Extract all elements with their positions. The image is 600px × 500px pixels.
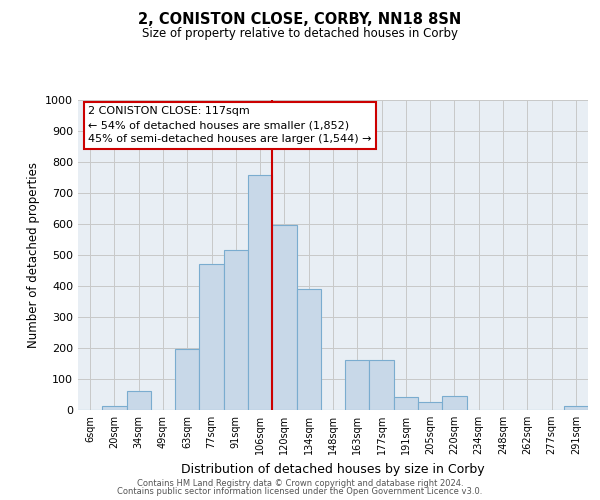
- Bar: [418, 402, 442, 410]
- Bar: [248, 176, 272, 410]
- Text: Contains public sector information licensed under the Open Government Licence v3: Contains public sector information licen…: [118, 487, 482, 496]
- Bar: [199, 264, 224, 410]
- Bar: [345, 360, 370, 410]
- Bar: [102, 406, 127, 410]
- Text: 2, CONISTON CLOSE, CORBY, NN18 8SN: 2, CONISTON CLOSE, CORBY, NN18 8SN: [139, 12, 461, 28]
- Bar: [370, 360, 394, 410]
- Bar: [127, 391, 151, 410]
- Text: 2 CONISTON CLOSE: 117sqm
← 54% of detached houses are smaller (1,852)
45% of sem: 2 CONISTON CLOSE: 117sqm ← 54% of detach…: [88, 106, 372, 144]
- Text: Size of property relative to detached houses in Corby: Size of property relative to detached ho…: [142, 28, 458, 40]
- Bar: [272, 225, 296, 410]
- X-axis label: Distribution of detached houses by size in Corby: Distribution of detached houses by size …: [181, 462, 485, 475]
- Text: Contains HM Land Registry data © Crown copyright and database right 2024.: Contains HM Land Registry data © Crown c…: [137, 478, 463, 488]
- Bar: [394, 396, 418, 410]
- Bar: [175, 349, 199, 410]
- Y-axis label: Number of detached properties: Number of detached properties: [26, 162, 40, 348]
- Bar: [442, 396, 467, 410]
- Bar: [224, 250, 248, 410]
- Bar: [564, 406, 588, 410]
- Bar: [296, 289, 321, 410]
